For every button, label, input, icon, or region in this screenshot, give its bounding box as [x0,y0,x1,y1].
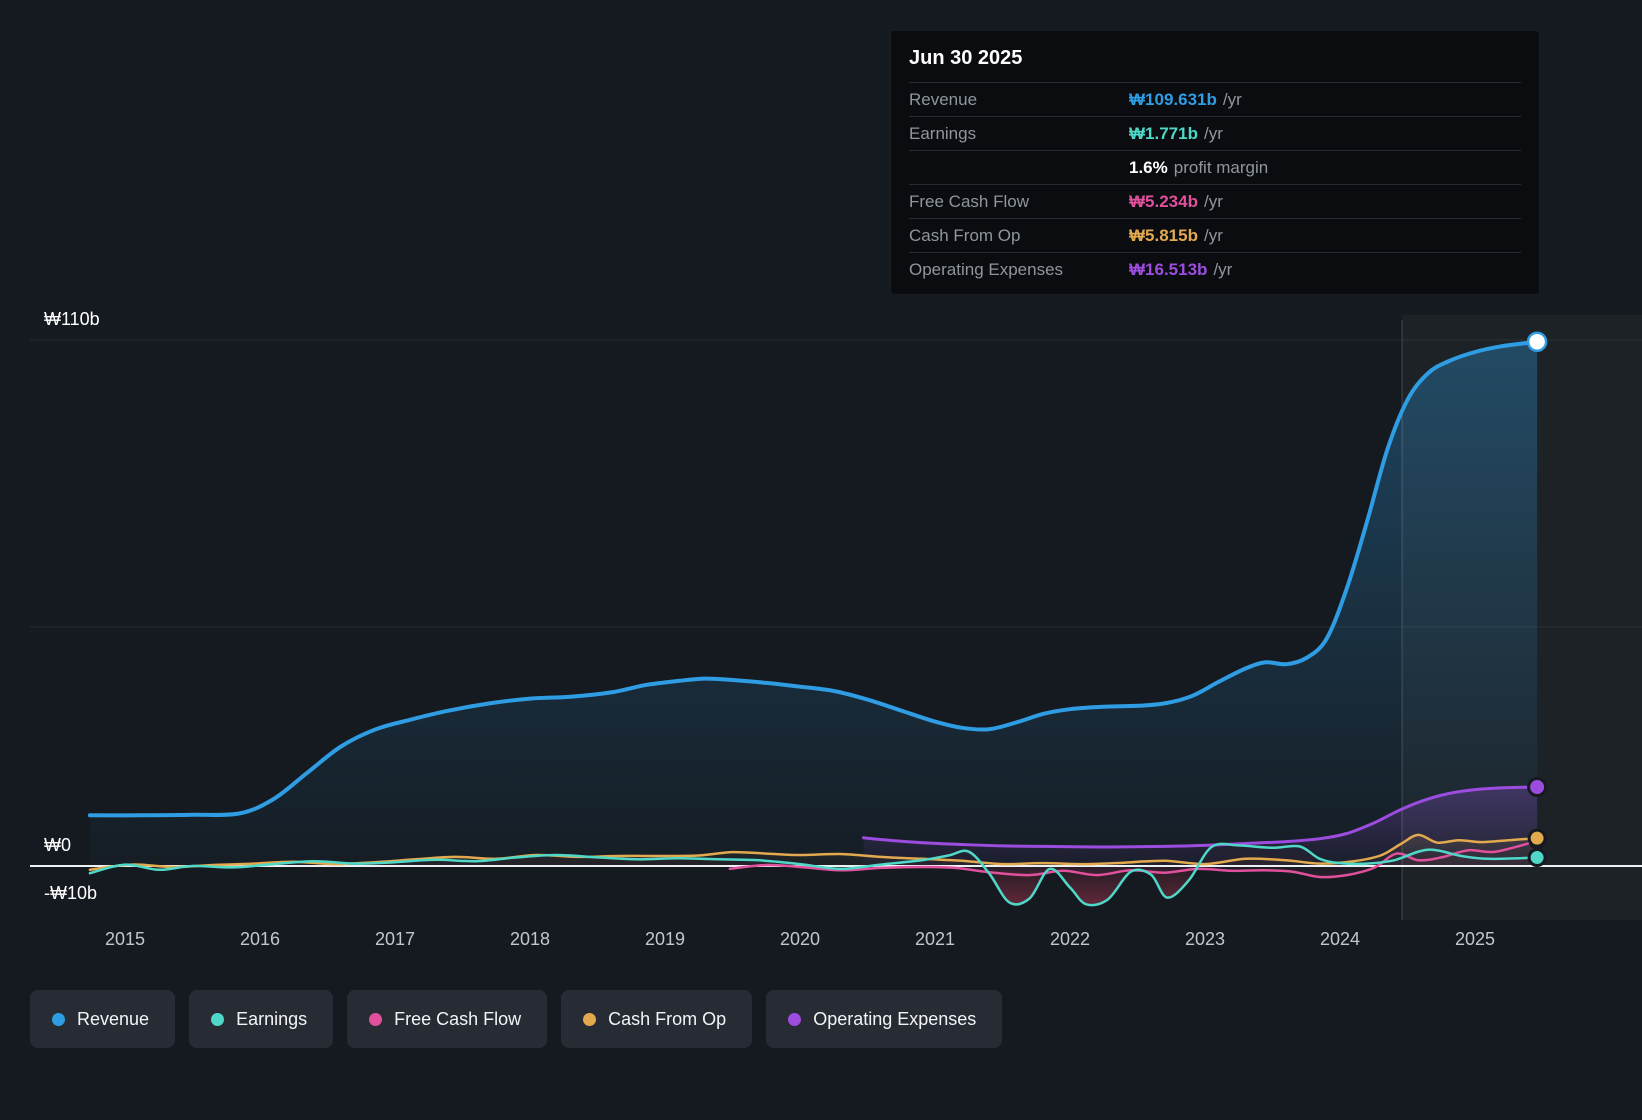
operating-expenses-end-dot [1527,777,1548,798]
legend-label: Revenue [77,1008,150,1029]
tooltip-row-label: Earnings [909,124,977,143]
legend-label: Operating Expenses [813,1008,977,1029]
legend-item-operating-expenses[interactable]: Operating Expenses [766,990,1003,1048]
tooltip-rows: Revenue ₩109.631b/yr Earnings ₩1.771b/yr 1.6… [909,82,1521,286]
revenue-end-dot [1526,331,1548,353]
legend: Revenue Earnings Free Cash Flow Cash From O… [30,990,1003,1048]
legend-item-free-cash-flow[interactable]: Free Cash Flow [347,990,548,1048]
legend-dot-icon [369,1012,383,1026]
tooltip-row-suffix: /yr [1203,226,1223,245]
tooltip-row-label: Operating Expenses [909,260,1064,279]
tooltip-row-label: Free Cash Flow [909,192,1029,211]
tooltip-date: Jun 30 2025 [909,47,1023,69]
tooltip-row-suffix: /yr [1222,90,1242,109]
tooltip-row-value: ₩5.234b [1129,192,1198,211]
legend-item-cash-from-op[interactable]: Cash From Op [561,990,753,1048]
tooltip-row-suffix: /yr [1203,192,1223,211]
tooltip-row-value: 1.6% [1129,158,1168,177]
tooltip-row-free-cash-flow: Free Cash Flow ₩5.234b/yr [909,184,1521,218]
tooltip-row-value: ₩16.513b [1129,260,1208,279]
free-cash-flow-area [729,841,1538,878]
x-axis-label-2017: 2017 [374,929,416,949]
x-axis-label-2020: 2020 [779,929,821,949]
revenue-line [87,339,1540,818]
y-axis-label: ₩0 [44,835,71,855]
operating-expenses-line [862,785,1539,849]
y-axis-label: -₩10b [44,882,98,903]
free-cash-flow-line [728,839,1539,879]
x-axis-label-2023: 2023 [1184,929,1226,949]
x-axis-label-2019: 2019 [644,929,686,949]
tooltip-row-revenue: Revenue ₩109.631b/yr [909,82,1521,116]
x-axis-label-2021: 2021 [914,929,956,949]
tooltip-row-suffix: /yr [1203,124,1223,143]
legend-label: Cash From Op [608,1008,727,1029]
x-axis-label-2016: 2016 [239,929,281,949]
y-axis-label: ₩110b [44,309,100,329]
tooltip-row-label: Cash From Op [909,226,1021,245]
legend-label: Earnings [236,1008,308,1029]
x-axis-label-2024: 2024 [1319,929,1361,949]
x-axis-label-2018: 2018 [509,929,551,949]
legend-item-earnings[interactable]: Earnings [189,990,334,1048]
legend-dot-icon [583,1012,597,1026]
earnings-end-dot [1527,848,1547,868]
tooltip-row-value: ₩5.815b [1129,226,1198,245]
tooltip-row-suffix: /yr [1213,260,1233,279]
tooltip-row-value: ₩1.771b [1129,124,1198,143]
legend-dot-icon [788,1012,802,1026]
x-axis-label-2025: 2025 [1454,929,1496,949]
x-axis-label-2022: 2022 [1049,929,1091,949]
tooltip-row-profit-margin: 1.6% profit margin [909,150,1521,184]
tooltip: Jun 30 2025 Revenue ₩109.631b/yr Earnings ₩… [890,30,1540,295]
tooltip-row-cash-from-op: Cash From Op ₩5.815b/yr [909,218,1521,252]
revenue-area [89,341,1538,866]
legend-item-revenue[interactable]: Revenue [30,990,176,1048]
earnings-area [89,843,1538,906]
legend-dot-icon [211,1012,225,1026]
tooltip-row-label: Revenue [909,90,978,109]
legend-label: Free Cash Flow [394,1008,522,1029]
tooltip-row-value: ₩109.631b [1129,90,1217,109]
earnings-line [88,842,1539,907]
tooltip-row-operating-expenses: Operating Expenses ₩16.513b/yr [909,252,1521,286]
legend-dot-icon [52,1012,65,1026]
tooltip-row-suffix: profit margin [1173,158,1269,177]
cash-from-op-end-dot [1527,828,1547,848]
x-axis-label-2015: 2015 [104,929,146,949]
tooltip-row-earnings: Earnings ₩1.771b/yr [909,116,1521,150]
